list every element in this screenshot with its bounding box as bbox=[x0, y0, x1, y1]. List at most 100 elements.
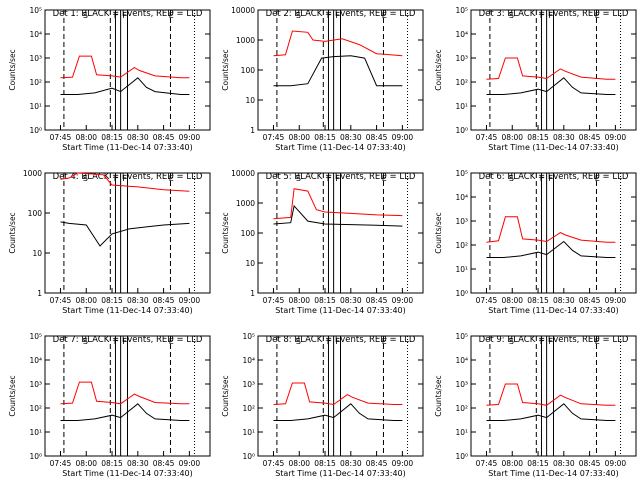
series-events-line bbox=[60, 403, 190, 421]
x-tick-label: 09:00 bbox=[392, 133, 414, 142]
y-tick-label: 10⁴ bbox=[455, 30, 468, 39]
x-tick-label: 07:45 bbox=[50, 296, 72, 305]
y-tick-label: 10⁵ bbox=[455, 6, 468, 15]
y-tick-label: 10⁴ bbox=[455, 356, 468, 365]
x-tick-label: 08:15 bbox=[314, 459, 336, 468]
x-tick-label: 08:30 bbox=[340, 459, 362, 468]
series-lld-line bbox=[60, 55, 190, 79]
marker-letter: E bbox=[382, 337, 387, 346]
x-tick-label: 08:00 bbox=[501, 459, 523, 468]
y-tick-label: 100 bbox=[241, 66, 256, 75]
marker-letter: S bbox=[296, 174, 301, 183]
marker-letter: E bbox=[382, 11, 387, 20]
y-axis-label: Counts/sec bbox=[8, 375, 17, 416]
marker-letter: F bbox=[540, 337, 545, 346]
marker-letter: F bbox=[327, 337, 332, 346]
y-tick-label: 10² bbox=[455, 241, 468, 250]
marker-letter: F bbox=[335, 11, 340, 20]
y-tick-label: 10³ bbox=[455, 54, 468, 63]
y-tick-label: 10⁵ bbox=[455, 169, 468, 178]
x-tick-label: 08:00 bbox=[288, 459, 310, 468]
x-tick-label: 07:45 bbox=[476, 133, 498, 142]
x-axis-label: Start Time (11-Dec-14 07:33:40) bbox=[488, 469, 619, 478]
y-tick-label: 100 bbox=[28, 209, 43, 218]
y-tick-label: 1000 bbox=[236, 36, 255, 45]
y-tick-label: 10⁰ bbox=[455, 452, 468, 461]
series-events-line bbox=[273, 204, 403, 227]
y-tick-label: 10¹ bbox=[455, 102, 468, 111]
y-axis-label: Counts/sec bbox=[8, 49, 17, 90]
y-tick-label: 10⁴ bbox=[29, 30, 42, 39]
x-axis-label: Start Time (11-Dec-14 07:33:40) bbox=[275, 469, 406, 478]
x-tick-label: 07:45 bbox=[50, 133, 72, 142]
y-tick-label: 10³ bbox=[455, 380, 468, 389]
x-tick-label: 07:45 bbox=[50, 459, 72, 468]
y-tick-label: 10⁰ bbox=[455, 289, 468, 298]
y-tick-label: 10⁵ bbox=[29, 6, 42, 15]
x-tick-label: 08:15 bbox=[527, 459, 549, 468]
y-tick-label: 10¹ bbox=[455, 428, 468, 437]
x-tick-label: 07:45 bbox=[263, 296, 285, 305]
y-tick-label: 10³ bbox=[242, 380, 255, 389]
x-tick-label: 08:45 bbox=[579, 133, 601, 142]
y-tick-label: 1 bbox=[37, 289, 42, 298]
x-tick-label: 09:00 bbox=[605, 133, 627, 142]
x-tick-label: 08:15 bbox=[101, 459, 123, 468]
x-axis-label: Start Time (11-Dec-14 07:33:40) bbox=[488, 306, 619, 315]
marker-letter: S bbox=[296, 337, 301, 346]
y-tick-label: 10¹ bbox=[29, 102, 42, 111]
x-tick-label: 09:00 bbox=[605, 459, 627, 468]
marker-letter: F bbox=[122, 174, 127, 183]
series-lld-line bbox=[486, 383, 616, 406]
x-tick-label: 08:30 bbox=[127, 296, 149, 305]
series-events-line bbox=[60, 221, 190, 247]
marker-letter: S bbox=[83, 11, 88, 20]
y-axis-label: Counts/sec bbox=[8, 212, 17, 253]
x-tick-label: 07:45 bbox=[476, 296, 498, 305]
marker-letter: F bbox=[327, 174, 332, 183]
marker-letter: F bbox=[548, 174, 553, 183]
marker-letter: S bbox=[83, 337, 88, 346]
series-events-line bbox=[486, 403, 616, 421]
y-tick-label: 10¹ bbox=[455, 265, 468, 274]
marker-letter: F bbox=[327, 11, 332, 20]
y-tick-label: 10¹ bbox=[242, 428, 255, 437]
y-tick-label: 10 bbox=[245, 96, 255, 105]
marker-letter: F bbox=[114, 337, 119, 346]
x-tick-label: 08:45 bbox=[579, 296, 601, 305]
y-tick-label: 10⁴ bbox=[242, 356, 255, 365]
x-tick-label: 08:00 bbox=[288, 133, 310, 142]
x-tick-label: 08:00 bbox=[501, 296, 523, 305]
x-tick-label: 07:45 bbox=[263, 133, 285, 142]
marker-letter: F bbox=[335, 337, 340, 346]
y-tick-label: 100 bbox=[241, 229, 256, 238]
y-tick-label: 10⁰ bbox=[455, 126, 468, 135]
x-tick-label: 08:45 bbox=[579, 459, 601, 468]
series-events-line bbox=[273, 403, 403, 421]
y-tick-label: 10000 bbox=[231, 6, 255, 15]
x-tick-label: 08:00 bbox=[501, 133, 523, 142]
x-tick-label: 07:45 bbox=[263, 459, 285, 468]
series-lld-line bbox=[486, 57, 616, 80]
y-tick-label: 10⁰ bbox=[242, 452, 255, 461]
x-tick-label: 08:15 bbox=[101, 133, 123, 142]
marker-letter: F bbox=[548, 337, 553, 346]
y-tick-label: 10⁵ bbox=[455, 332, 468, 341]
y-tick-label: 10⁰ bbox=[29, 452, 42, 461]
y-tick-label: 1000 bbox=[236, 199, 255, 208]
x-tick-label: 08:15 bbox=[527, 296, 549, 305]
y-tick-label: 10⁵ bbox=[29, 332, 42, 341]
marker-letter: S bbox=[296, 11, 301, 20]
x-axis-label: Start Time (11-Dec-14 07:33:40) bbox=[62, 469, 193, 478]
x-tick-label: 08:00 bbox=[75, 459, 97, 468]
x-tick-label: 08:15 bbox=[314, 133, 336, 142]
y-axis-label: Counts/sec bbox=[434, 375, 443, 416]
